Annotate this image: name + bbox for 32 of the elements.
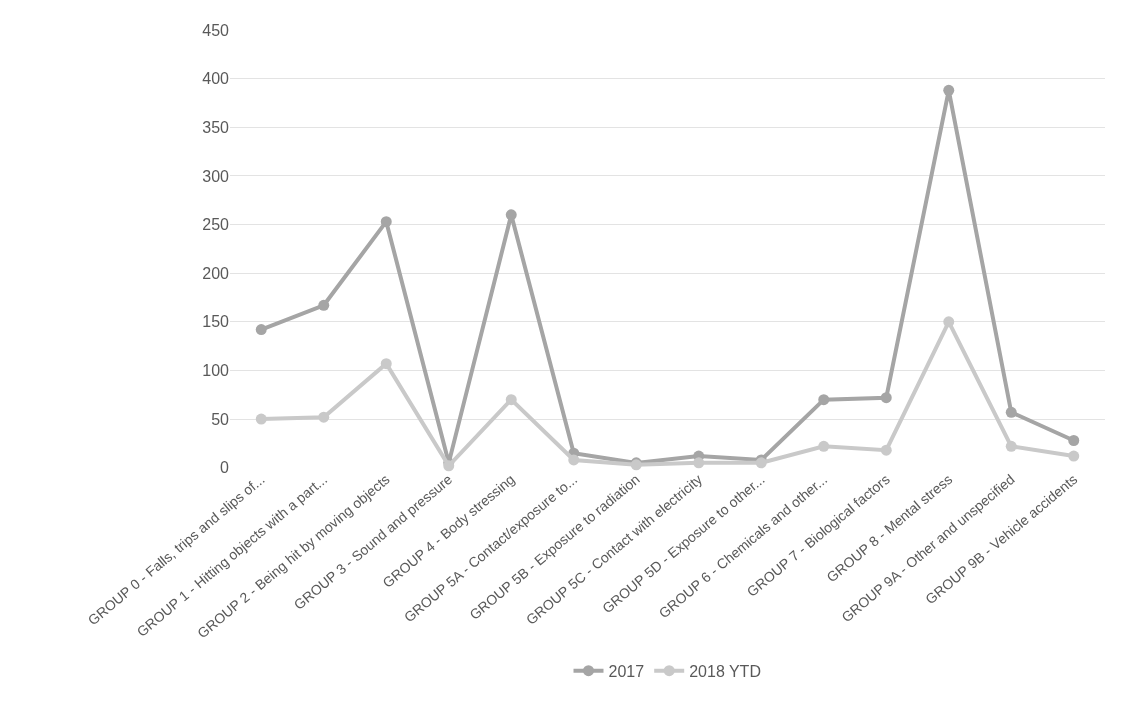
y-tick-label: 200: [202, 264, 230, 282]
point: [1005, 440, 1017, 452]
y-tick-label: 400: [202, 70, 230, 88]
legend-label: 2017: [608, 662, 645, 680]
point: [380, 216, 392, 228]
y-tick-label: 0: [220, 459, 230, 477]
point: [943, 84, 955, 96]
point: [255, 413, 267, 425]
y-tick-label: 450: [202, 21, 230, 39]
point: [1068, 434, 1080, 446]
point: [880, 392, 892, 404]
point: [318, 411, 330, 423]
point: [505, 209, 517, 221]
point: [818, 394, 830, 406]
y-tick-label: 300: [202, 167, 230, 185]
point: [1068, 450, 1080, 462]
point: [255, 324, 267, 336]
point: [693, 457, 705, 469]
y-tick-label: 350: [202, 118, 230, 136]
point: [1005, 406, 1017, 418]
y-tick-label: 100: [202, 362, 230, 380]
point: [505, 394, 517, 406]
y-tick-label: 150: [202, 313, 230, 331]
point: [880, 444, 892, 456]
point: [943, 316, 955, 328]
y-tick-label: 250: [202, 216, 230, 234]
point: [380, 358, 392, 370]
legend-label: 2018 YTD: [689, 662, 761, 680]
point: [318, 299, 330, 311]
point: [568, 454, 580, 466]
point: [818, 440, 830, 452]
y-tick-label: 50: [211, 410, 230, 428]
